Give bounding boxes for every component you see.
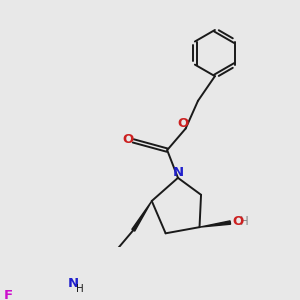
Text: H: H bbox=[76, 284, 83, 294]
Text: F: F bbox=[3, 290, 12, 300]
Text: H: H bbox=[240, 215, 249, 228]
Polygon shape bbox=[132, 201, 152, 231]
Text: O: O bbox=[233, 215, 244, 228]
Polygon shape bbox=[200, 221, 231, 227]
Text: N: N bbox=[68, 277, 79, 290]
Text: O: O bbox=[178, 117, 189, 130]
Text: O: O bbox=[122, 133, 133, 146]
Text: N: N bbox=[173, 166, 184, 179]
